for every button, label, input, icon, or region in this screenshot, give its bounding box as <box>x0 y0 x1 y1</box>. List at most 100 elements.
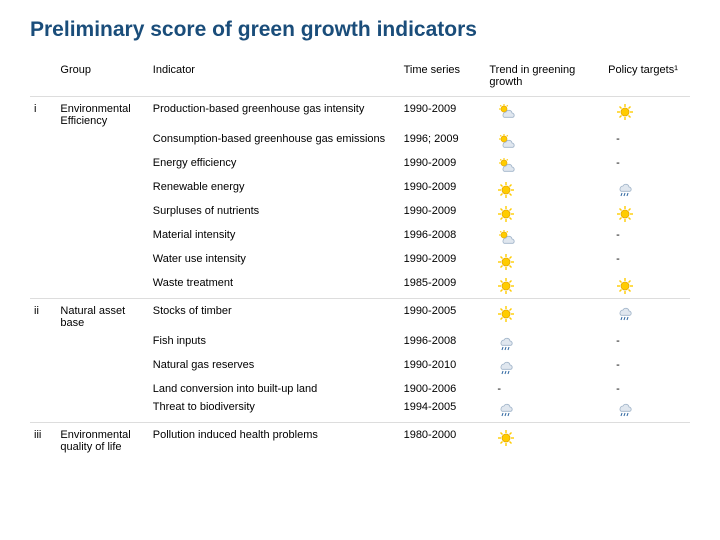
col-trend: Trend in greening growth <box>485 60 604 97</box>
rain-cloud-icon <box>497 359 515 377</box>
indicators-table: Group Indicator Time series Trend in gre… <box>30 60 690 456</box>
cell-time: 1996-2008 <box>400 332 486 356</box>
sun-icon <box>497 305 515 323</box>
sun-cloud-icon <box>497 157 515 175</box>
cell-idx <box>30 380 56 398</box>
dash-icon: - <box>616 157 620 169</box>
rain-cloud-icon <box>616 401 634 419</box>
cell-trend: - <box>485 380 604 398</box>
sun-icon <box>497 205 515 223</box>
col-indicator: Indicator <box>149 60 400 97</box>
cell-policy <box>604 274 690 299</box>
rain-cloud-icon <box>497 401 515 419</box>
cell-idx <box>30 274 56 299</box>
cell-idx <box>30 178 56 202</box>
table-row: iEnvironmental EfficiencyProduction-base… <box>30 97 690 131</box>
cell-group <box>56 226 148 250</box>
sun-cloud-icon <box>497 133 515 151</box>
cell-indicator: Material intensity <box>149 226 400 250</box>
table-row: Water use intensity1990-2009- <box>30 250 690 274</box>
cell-trend <box>485 154 604 178</box>
cell-time: 1990-2009 <box>400 97 486 131</box>
cell-indicator: Waste treatment <box>149 274 400 299</box>
cell-policy: - <box>604 130 690 154</box>
col-time: Time series <box>400 60 486 97</box>
page-title: Preliminary score of green growth indica… <box>30 18 690 42</box>
cell-policy <box>604 178 690 202</box>
dash-icon: - <box>616 359 620 371</box>
cell-indicator: Surpluses of nutrients <box>149 202 400 226</box>
cell-policy <box>604 202 690 226</box>
cell-idx: i <box>30 97 56 131</box>
cell-idx <box>30 202 56 226</box>
cell-trend <box>485 130 604 154</box>
cell-time: 1980-2000 <box>400 423 486 457</box>
table-row: Material intensity1996-2008 - <box>30 226 690 250</box>
cell-policy <box>604 398 690 423</box>
cell-group: Environmental Efficiency <box>56 97 148 131</box>
table-row: Surpluses of nutrients1990-2009 <box>30 202 690 226</box>
cell-group <box>56 202 148 226</box>
cell-trend <box>485 274 604 299</box>
cell-indicator: Natural gas reserves <box>149 356 400 380</box>
cell-trend <box>485 250 604 274</box>
cell-indicator: Water use intensity <box>149 250 400 274</box>
cell-policy: - <box>604 356 690 380</box>
cell-trend <box>485 97 604 131</box>
cell-trend <box>485 178 604 202</box>
cell-indicator: Fish inputs <box>149 332 400 356</box>
col-idx <box>30 60 56 97</box>
table-row: Land conversion into built-up land1900-2… <box>30 380 690 398</box>
cell-group <box>56 178 148 202</box>
cell-policy: - <box>604 154 690 178</box>
cell-indicator: Pollution induced health problems <box>149 423 400 457</box>
cell-policy: - <box>604 250 690 274</box>
cell-policy <box>604 423 690 457</box>
table-row: iiiEnvironmental quality of lifePollutio… <box>30 423 690 457</box>
cell-time: 1994-2005 <box>400 398 486 423</box>
table-row: Threat to biodiversity1994-2005 <box>30 398 690 423</box>
cell-time: 1990-2005 <box>400 299 486 333</box>
sun-cloud-icon <box>497 103 515 121</box>
cell-group: Environmental quality of life <box>56 423 148 457</box>
cell-indicator: Land conversion into built-up land <box>149 380 400 398</box>
cell-time: 1990-2010 <box>400 356 486 380</box>
cell-idx <box>30 250 56 274</box>
cell-idx: iii <box>30 423 56 457</box>
cell-time: 1900-2006 <box>400 380 486 398</box>
col-policy: Policy targets¹ <box>604 60 690 97</box>
table-row: Renewable energy1990-2009 <box>30 178 690 202</box>
cell-trend <box>485 202 604 226</box>
cell-time: 1996-2008 <box>400 226 486 250</box>
cell-policy: - <box>604 226 690 250</box>
cell-time: 1990-2009 <box>400 202 486 226</box>
sun-icon <box>616 103 634 121</box>
sun-icon <box>497 429 515 447</box>
table-row: Waste treatment1985-2009 <box>30 274 690 299</box>
sun-icon <box>497 277 515 295</box>
cell-trend <box>485 423 604 457</box>
sun-icon <box>616 205 634 223</box>
cell-idx <box>30 154 56 178</box>
dash-icon: - <box>616 335 620 347</box>
cell-group <box>56 250 148 274</box>
cell-time: 1985-2009 <box>400 274 486 299</box>
cell-policy: - <box>604 332 690 356</box>
cell-trend <box>485 398 604 423</box>
cell-time: 1990-2009 <box>400 154 486 178</box>
cell-group <box>56 130 148 154</box>
table-row: Energy efficiency1990-2009- <box>30 154 690 178</box>
cell-trend <box>485 332 604 356</box>
dash-icon: - <box>616 253 620 265</box>
cell-group <box>56 274 148 299</box>
cell-group: Natural asset base <box>56 299 148 333</box>
cell-group <box>56 398 148 423</box>
rain-cloud-icon <box>497 335 515 353</box>
table-row: Fish inputs1996-2008 - <box>30 332 690 356</box>
sun-icon <box>616 277 634 295</box>
cell-group <box>56 332 148 356</box>
cell-group <box>56 380 148 398</box>
cell-policy: - <box>604 380 690 398</box>
cell-idx <box>30 130 56 154</box>
cell-indicator: Consumption-based greenhouse gas emissio… <box>149 130 400 154</box>
